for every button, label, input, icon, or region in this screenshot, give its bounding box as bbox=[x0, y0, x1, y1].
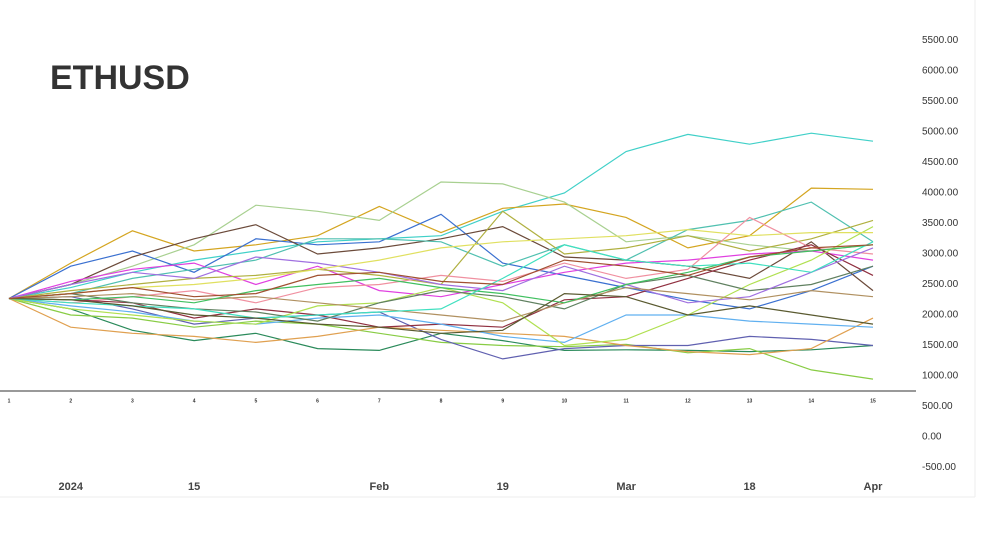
x-date-label: 18 bbox=[743, 481, 755, 493]
y-tick-label: 1500.00 bbox=[922, 340, 959, 351]
y-tick-label: 4500.00 bbox=[922, 157, 959, 168]
y-tick-label: 5500.00 bbox=[922, 96, 959, 107]
x-date-label: Apr bbox=[864, 481, 884, 493]
y-tick-label: 2000.00 bbox=[922, 310, 959, 321]
x-date-label: 19 bbox=[497, 481, 509, 493]
x-tick-label: 14 bbox=[809, 398, 815, 404]
series-line bbox=[8, 286, 874, 322]
x-date-label: 15 bbox=[188, 481, 200, 493]
x-tick-label: 10 bbox=[562, 398, 568, 404]
y-tick-label: 0.00 bbox=[922, 432, 942, 443]
y-tick-label: 4000.00 bbox=[922, 188, 959, 199]
series-line bbox=[8, 247, 874, 304]
x-tick-label: 11 bbox=[623, 398, 629, 404]
y-tick-label: 6000.00 bbox=[922, 66, 959, 77]
series-line bbox=[8, 181, 874, 300]
x-tick-label: 7 bbox=[378, 398, 381, 404]
series-line bbox=[8, 201, 874, 300]
series-line bbox=[8, 216, 874, 304]
y-tick-label: 5500.00 bbox=[922, 35, 959, 46]
x-tick-label: 12 bbox=[685, 398, 691, 404]
x-date-label: 2024 bbox=[58, 481, 83, 493]
x-tick-label: 1 bbox=[8, 398, 11, 404]
x-tick-label: 4 bbox=[193, 398, 196, 404]
x-tick-label: 13 bbox=[747, 398, 753, 404]
series-line bbox=[8, 187, 874, 300]
series-line bbox=[8, 224, 874, 300]
y-tick-label: 3500.00 bbox=[922, 218, 959, 229]
x-tick-label: 5 bbox=[254, 398, 257, 404]
series-line bbox=[8, 296, 874, 360]
y-tick-label: 1000.00 bbox=[922, 371, 959, 382]
y-tick-label: 500.00 bbox=[922, 401, 953, 412]
x-tick-label: 2 bbox=[69, 398, 72, 404]
y-tick-label: -500.00 bbox=[922, 462, 956, 473]
chart-title: ETHUSD bbox=[50, 59, 190, 97]
series-line bbox=[8, 132, 874, 300]
x-date-label: Mar bbox=[616, 481, 636, 493]
series-line bbox=[8, 250, 874, 300]
series-line bbox=[8, 244, 874, 304]
x-tick-label: 8 bbox=[440, 398, 443, 404]
series-line bbox=[8, 228, 873, 300]
x-tick-label: 6 bbox=[316, 398, 319, 404]
y-tick-label: 5000.00 bbox=[922, 127, 959, 138]
series-line bbox=[8, 213, 874, 310]
series-line bbox=[8, 292, 874, 334]
x-date-label: Feb bbox=[370, 481, 390, 493]
x-tick-label: 9 bbox=[501, 398, 504, 404]
series-line bbox=[8, 297, 874, 380]
series-line bbox=[8, 241, 874, 319]
series-line bbox=[8, 265, 874, 322]
series-line bbox=[8, 244, 874, 300]
series-line bbox=[8, 297, 874, 344]
y-tick-label: 3000.00 bbox=[922, 249, 959, 260]
y-tick-label: 2500.00 bbox=[922, 279, 959, 290]
x-tick-label: 3 bbox=[131, 398, 134, 404]
series-line bbox=[8, 297, 874, 356]
x-tick-label: 15 bbox=[870, 398, 876, 404]
